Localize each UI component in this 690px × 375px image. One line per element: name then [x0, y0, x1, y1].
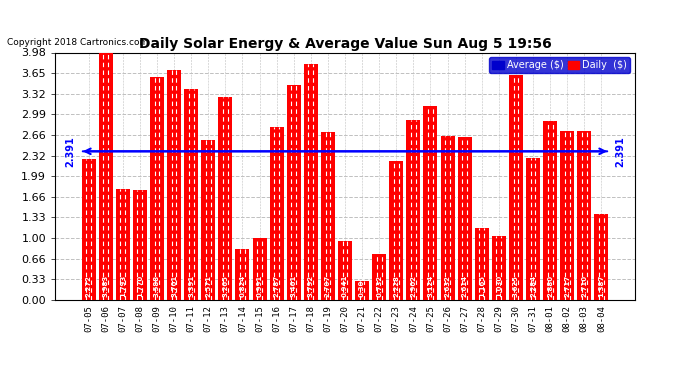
Text: 3.124: 3.124 — [428, 274, 433, 297]
Text: 2.228: 2.228 — [393, 275, 400, 297]
Text: 2.902: 2.902 — [411, 275, 416, 297]
Bar — [543, 121, 557, 300]
Bar — [99, 53, 112, 300]
Text: 2.391: 2.391 — [65, 136, 75, 167]
Bar — [526, 158, 540, 300]
Title: Daily Solar Energy & Average Value Sun Aug 5 19:56: Daily Solar Energy & Average Value Sun A… — [139, 38, 551, 51]
Bar — [81, 159, 95, 300]
Bar — [201, 140, 215, 300]
Text: 2.787: 2.787 — [274, 275, 279, 297]
Bar — [253, 238, 266, 300]
Text: 3.701: 3.701 — [171, 274, 177, 297]
Text: 3.588: 3.588 — [154, 275, 160, 297]
Text: 2.571: 2.571 — [205, 275, 211, 297]
Bar — [304, 64, 318, 300]
Bar — [578, 132, 591, 300]
Bar — [184, 89, 198, 300]
Bar — [218, 97, 233, 300]
Text: 3.461: 3.461 — [290, 274, 297, 297]
Text: 0.991: 0.991 — [257, 274, 262, 297]
Bar — [133, 190, 147, 300]
Bar — [338, 242, 352, 300]
Bar — [235, 249, 249, 300]
Text: 3.265: 3.265 — [222, 275, 228, 297]
Bar — [560, 131, 574, 300]
Bar — [389, 162, 403, 300]
Text: 1.165: 1.165 — [479, 275, 485, 297]
Text: 1.387: 1.387 — [598, 274, 604, 297]
Text: 3.391: 3.391 — [188, 274, 194, 297]
Text: 3.792: 3.792 — [308, 275, 314, 297]
Text: 2.710: 2.710 — [582, 275, 587, 297]
Bar — [475, 228, 489, 300]
Bar — [321, 132, 335, 300]
Legend: Average ($), Daily  ($): Average ($), Daily ($) — [489, 57, 630, 73]
Text: 1.030: 1.030 — [496, 274, 502, 297]
Bar — [167, 70, 181, 300]
Bar — [287, 85, 301, 300]
Bar — [492, 236, 506, 300]
Text: 2.614: 2.614 — [462, 275, 468, 297]
Bar — [270, 127, 284, 300]
Bar — [509, 75, 523, 300]
Bar — [116, 189, 130, 300]
Bar — [372, 255, 386, 300]
Bar — [150, 77, 164, 300]
Text: 2.284: 2.284 — [530, 275, 536, 297]
Text: 2.880: 2.880 — [547, 275, 553, 297]
Bar — [406, 120, 420, 300]
Text: 1.793: 1.793 — [120, 274, 126, 297]
Text: 2.272: 2.272 — [86, 275, 92, 297]
Text: 2.707: 2.707 — [325, 275, 331, 297]
Text: 0.300: 0.300 — [359, 274, 365, 297]
Text: 2.717: 2.717 — [564, 275, 570, 297]
Bar — [441, 136, 455, 300]
Bar — [355, 281, 369, 300]
Text: 0.732: 0.732 — [376, 275, 382, 297]
Text: 2.391: 2.391 — [615, 136, 625, 167]
Text: 0.824: 0.824 — [239, 274, 246, 297]
Text: 3.983: 3.983 — [103, 274, 108, 297]
Bar — [424, 106, 437, 300]
Text: 0.941: 0.941 — [342, 274, 348, 297]
Bar — [595, 214, 609, 300]
Text: Copyright 2018 Cartronics.com: Copyright 2018 Cartronics.com — [7, 38, 148, 47]
Text: 2.632: 2.632 — [444, 275, 451, 297]
Bar — [457, 138, 472, 300]
Text: 3.625: 3.625 — [513, 275, 519, 297]
Text: 1.770: 1.770 — [137, 274, 143, 297]
